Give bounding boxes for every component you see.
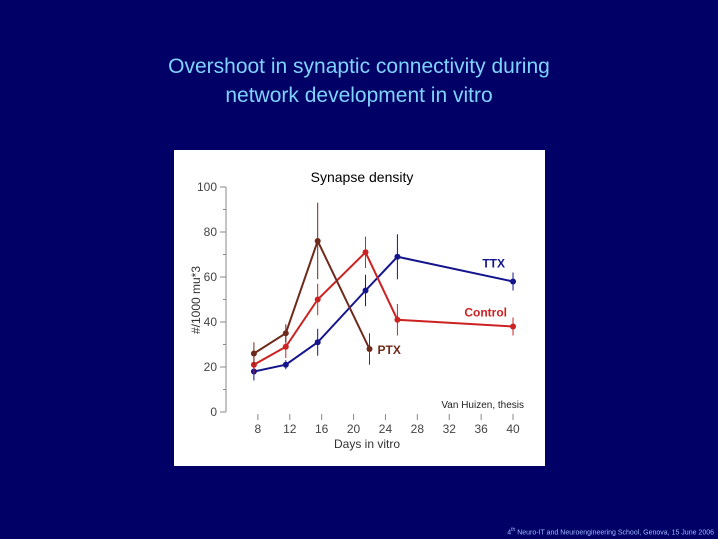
source-annotation: Van Huizen, thesis [441, 400, 524, 411]
series-control: Control [250, 236, 517, 374]
slide-title-line-1: Overshoot in synaptic connectivity durin… [168, 55, 550, 78]
x-axis-label: Days in vitro [334, 437, 400, 451]
footer-text: Neuro-IT and Neuroengineering School, Ge… [515, 529, 714, 536]
data-point [250, 350, 257, 357]
y-tick-label: 0 [210, 405, 217, 419]
x-tick-label: 24 [379, 422, 393, 436]
data-point [362, 249, 369, 256]
data-point [314, 339, 321, 346]
chart-title: Synapse density [311, 169, 414, 185]
y-tick-label: 80 [204, 225, 218, 239]
footer-sup: th [511, 526, 516, 533]
series-label: TTX [482, 257, 505, 271]
x-tick-label: 8 [255, 422, 262, 436]
data-point [362, 287, 369, 294]
x-tick-label: 20 [347, 422, 361, 436]
x-tick-label: 16 [315, 422, 329, 436]
series-label: PTX [378, 343, 401, 357]
x-tick-label: 36 [474, 422, 488, 436]
data-point [394, 316, 401, 323]
data-point [282, 361, 289, 368]
series-label: Control [464, 306, 507, 320]
series-line [253, 250, 514, 366]
axes: 0 20 40 60 80 100 8 12 16 20 24 28 32 36 40 [197, 180, 520, 436]
x-tick-label: 12 [283, 422, 297, 436]
slide-title: Overshoot in synaptic connectivity durin… [0, 52, 718, 110]
data-point [366, 346, 373, 352]
data-point [510, 278, 517, 285]
series-ptx: PTX [250, 202, 401, 365]
data-point [394, 253, 401, 260]
slide-title-line-2: network development in vitro [225, 84, 493, 107]
data-point [314, 296, 321, 303]
footer-prefix: 4 [507, 529, 512, 536]
y-tick-label: 40 [204, 315, 218, 329]
data-point [282, 343, 289, 350]
footer: 4th Neuro-IT and Neuroengineering School… [507, 527, 714, 536]
data-point [314, 238, 321, 244]
x-tick-label: 32 [443, 422, 457, 436]
y-tick-label: 100 [197, 180, 217, 194]
y-tick-label: 20 [204, 360, 218, 374]
data-point [510, 323, 517, 330]
x-tick-label: 40 [506, 422, 520, 436]
synapse-density-chart: Synapse density Days in vitro #/1000 mu*… [189, 169, 524, 451]
series-layer: TTX Control PTX [250, 202, 517, 381]
x-tick-label: 28 [411, 422, 425, 436]
y-tick-label: 60 [204, 270, 218, 284]
y-axis-label: #/1000 mu*3 [189, 266, 203, 334]
series-line [253, 255, 514, 373]
series-line [253, 238, 371, 355]
data-point [282, 330, 289, 337]
chart-panel: Synapse density Days in vitro #/1000 mu*… [174, 150, 545, 466]
